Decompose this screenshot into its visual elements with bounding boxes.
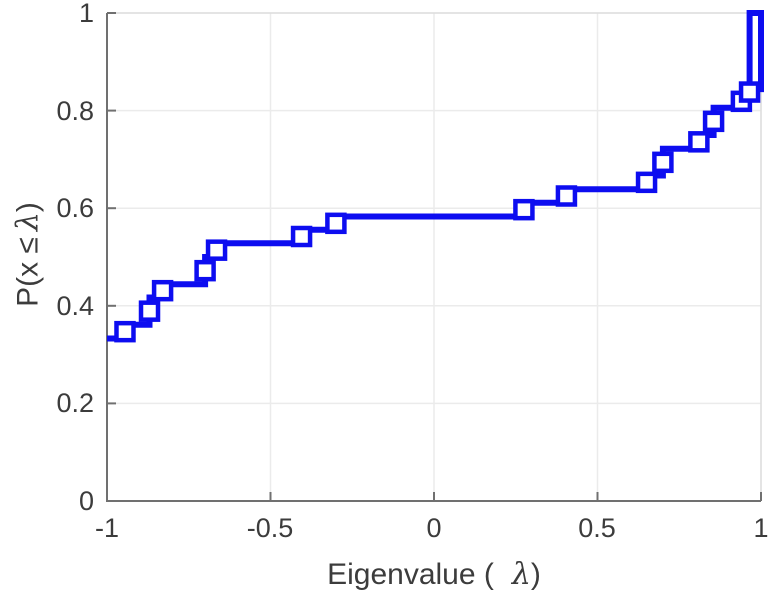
x-tick-label: 0.5 xyxy=(578,513,616,543)
data-point-marker xyxy=(652,151,674,174)
lambda-symbol: λ xyxy=(511,557,531,592)
x-axis-label-text: Eigenvalue ( xyxy=(327,558,494,591)
data-point-marker xyxy=(205,239,228,261)
y-tick-label: 0.8 xyxy=(56,96,94,126)
x-tick-label: -0.5 xyxy=(246,513,294,543)
data-point-marker xyxy=(194,259,216,282)
data-point-marker xyxy=(138,300,161,322)
lambda-symbol: λ xyxy=(10,212,46,232)
x-axis-label: Eigenvalue ( λ) xyxy=(0,557,768,592)
y-tick-label: 0.4 xyxy=(56,291,94,321)
x-tick-label: 1 xyxy=(753,513,768,543)
data-point-marker xyxy=(151,279,174,302)
data-point-marker xyxy=(513,198,535,221)
y-axis-label: P(x ≤ λ) xyxy=(11,15,46,495)
x-tick-label: 0 xyxy=(426,513,442,543)
data-point-marker xyxy=(114,320,136,343)
data-point-marker xyxy=(325,212,347,235)
data-point-marker xyxy=(555,185,578,207)
x-tick-label: -1 xyxy=(94,513,119,543)
y-axis-label-text: P(x ≤ xyxy=(11,237,45,307)
y-axis-label-text: ) xyxy=(11,202,45,213)
data-point-marker xyxy=(738,81,761,103)
y-tick-label: 0.2 xyxy=(56,388,94,418)
data-point-marker xyxy=(688,131,710,153)
y-tick-label: 1 xyxy=(78,0,94,28)
data-point-marker xyxy=(635,171,658,194)
y-tick-label: 0.6 xyxy=(56,193,94,223)
x-axis-label-text: ) xyxy=(530,558,541,591)
data-point-marker xyxy=(702,110,725,133)
data-point-marker xyxy=(290,225,313,248)
y-tick-label: 0 xyxy=(78,486,94,516)
